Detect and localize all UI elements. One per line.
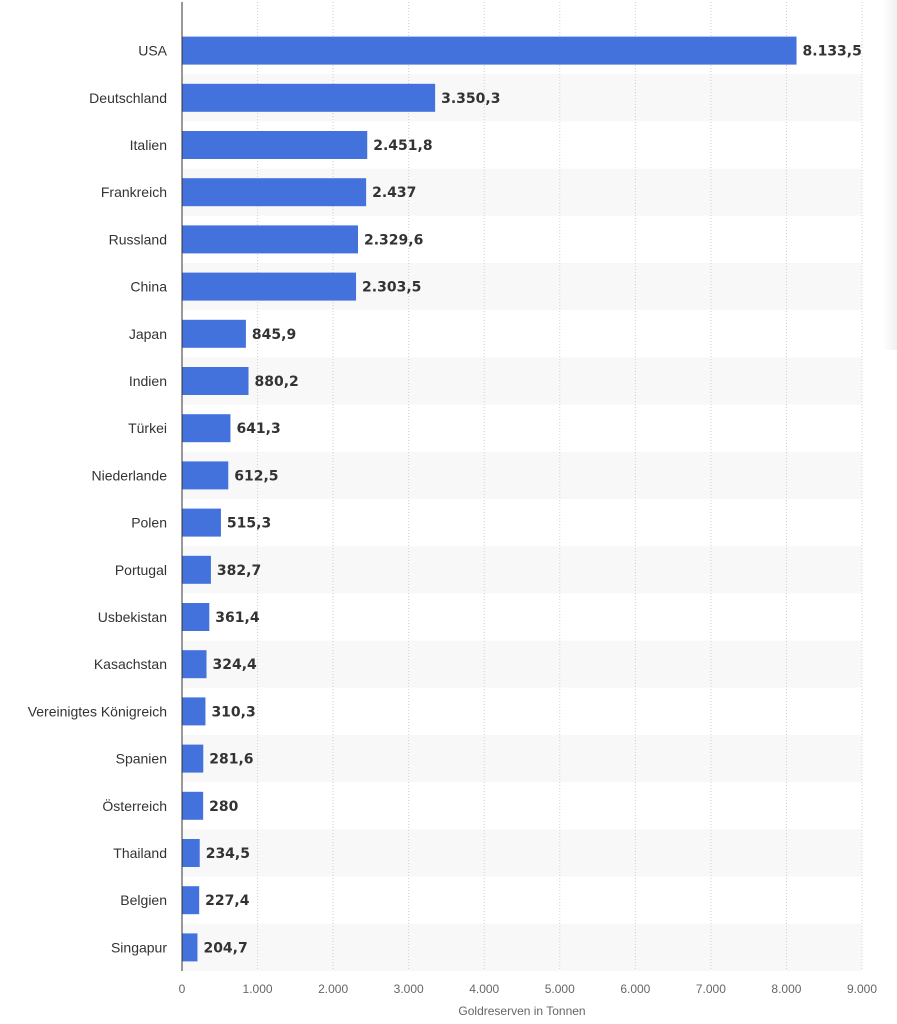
value-labels: 8.133,5 3.350,3 2.451,8 2.437 2.329,6 2.303,5… — [203, 44, 861, 957]
x-tick-label: 6.000 — [620, 982, 650, 996]
row-band — [182, 640, 862, 688]
bar[interactable] — [182, 178, 367, 207]
x-tick-label: 2.000 — [318, 982, 348, 996]
bar[interactable] — [182, 603, 210, 631]
category-label: Frankreich — [101, 184, 167, 200]
category-label: Usbekistan — [98, 609, 167, 625]
category-label: Thailand — [113, 845, 167, 861]
value-label: 204,7 — [203, 940, 247, 956]
category-label: Singapur — [111, 939, 167, 955]
value-label: 641,3 — [236, 421, 280, 437]
value-label: 2.451,8 — [373, 138, 432, 154]
bar[interactable] — [182, 319, 246, 348]
category-label: Kasachstan — [94, 656, 167, 672]
category-label: Deutschland — [89, 90, 167, 106]
bar[interactable] — [182, 225, 359, 254]
value-label: 2.437 — [372, 185, 416, 201]
value-label: 324,4 — [213, 657, 258, 673]
category-label: Belgien — [120, 892, 167, 908]
bar[interactable] — [182, 886, 200, 915]
value-label: 845,9 — [252, 327, 296, 343]
value-label: 280 — [209, 799, 238, 815]
x-tick-labels: 0 1.000 2.000 3.000 4.000 5.000 6.000 7.000 8.00… — [179, 982, 878, 996]
bar[interactable] — [182, 508, 221, 537]
category-label: Japan — [129, 326, 167, 342]
category-label: Portugal — [115, 562, 167, 578]
x-tick-label: 4.000 — [469, 982, 499, 996]
category-labels: USA Deutschland Italien Frankreich Russland C… — [28, 43, 168, 956]
category-label: USA — [138, 43, 167, 59]
x-axis-title: Goldreserven in Tonnen — [458, 1004, 585, 1018]
bar[interactable] — [182, 839, 200, 867]
x-tick-label: 9.000 — [847, 982, 877, 996]
x-tick-label: 8.000 — [771, 982, 801, 996]
bar[interactable] — [182, 414, 231, 443]
category-label: Türkei — [128, 420, 167, 436]
bar[interactable] — [182, 461, 229, 490]
row-bands — [182, 74, 862, 971]
bar[interactable] — [182, 36, 797, 65]
row-band — [182, 829, 862, 877]
value-label: 382,7 — [217, 563, 261, 579]
bar[interactable] — [182, 697, 206, 726]
bar[interactable] — [182, 367, 249, 395]
value-label: 281,6 — [209, 752, 253, 768]
row-band — [182, 923, 862, 971]
value-label: 2.329,6 — [364, 232, 423, 248]
value-label: 8.133,5 — [803, 44, 862, 60]
category-label: Polen — [131, 515, 167, 531]
value-label: 361,4 — [215, 610, 260, 626]
category-label: Indien — [129, 373, 167, 389]
category-label: Österreich — [102, 797, 167, 814]
value-label: 880,2 — [255, 374, 299, 390]
category-label: Italien — [130, 137, 167, 153]
category-label: Vereinigtes Königreich — [28, 703, 167, 719]
panel-edge-shadow — [883, 0, 897, 350]
bar[interactable] — [182, 555, 211, 584]
value-label: 612,5 — [234, 468, 278, 484]
value-label: 515,3 — [227, 516, 271, 532]
row-band — [182, 451, 862, 499]
x-tick-label: 7.000 — [696, 982, 726, 996]
category-label: China — [130, 279, 167, 295]
row-band — [182, 546, 862, 594]
x-tick-label: 3.000 — [394, 982, 424, 996]
gridlines — [257, 2, 863, 971]
value-label: 227,4 — [205, 893, 250, 909]
bar[interactable] — [182, 744, 204, 773]
bar[interactable] — [182, 272, 357, 301]
value-label: 3.350,3 — [441, 91, 500, 107]
bar[interactable] — [182, 131, 368, 159]
x-tick-label: 1.000 — [243, 982, 273, 996]
bar[interactable] — [182, 650, 207, 679]
row-band — [182, 735, 862, 783]
category-label: Spanien — [116, 751, 167, 767]
bar[interactable] — [182, 83, 436, 112]
value-label: 2.303,5 — [362, 280, 421, 296]
category-label: Russland — [109, 231, 167, 247]
row-band — [182, 357, 862, 405]
category-label: Niederlande — [92, 467, 168, 483]
bar[interactable] — [182, 791, 204, 820]
value-label: 234,5 — [206, 846, 250, 862]
value-label: 310,3 — [211, 704, 255, 720]
bars — [182, 36, 797, 962]
x-tick-label: 5.000 — [545, 982, 575, 996]
bar[interactable] — [182, 933, 198, 962]
x-tick-label: 0 — [179, 982, 186, 996]
